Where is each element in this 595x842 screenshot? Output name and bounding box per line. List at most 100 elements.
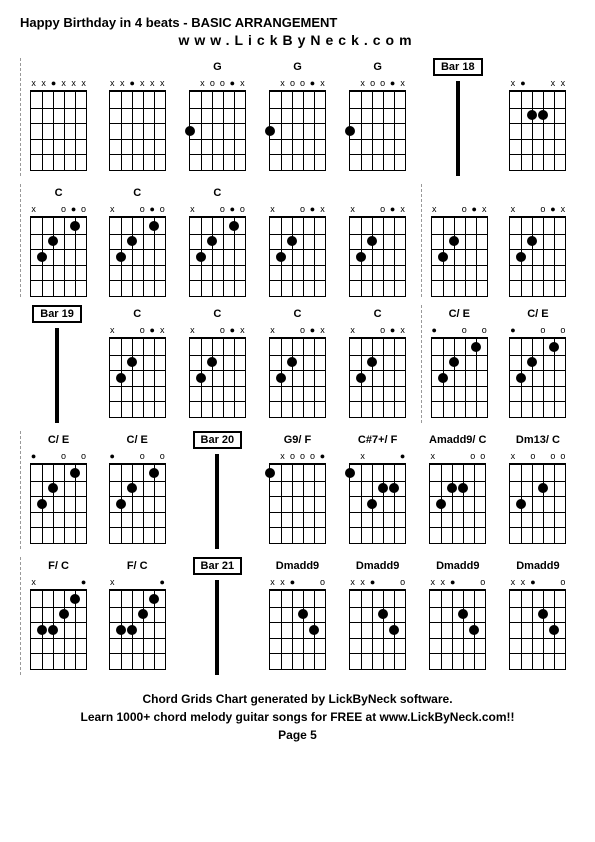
fretboard: [109, 589, 166, 670]
fretboard: [509, 463, 566, 544]
open-string-row: xx●xxx: [29, 78, 89, 90]
finger-dot: [298, 609, 308, 619]
fretboard: [349, 589, 406, 670]
chord-cell: C/ E●oo: [501, 305, 575, 423]
finger-dot: [447, 483, 457, 493]
fretboard: [109, 463, 166, 544]
finger-dot: [116, 373, 126, 383]
chord-label: C: [213, 184, 221, 202]
chord-label: Amadd9/ C: [429, 431, 486, 449]
footer-page: Page 5: [20, 726, 575, 744]
open-string-row: xoo●x: [187, 78, 247, 90]
bar-label-wrap: Bar 19: [32, 305, 82, 323]
finger-dot: [527, 236, 537, 246]
footer-line2: Learn 1000+ chord melody guitar songs fo…: [20, 708, 575, 726]
chord-label: Dmadd9: [436, 557, 479, 575]
bar-divider: [456, 81, 460, 176]
open-string-row: x●: [29, 577, 89, 589]
finger-dot: [48, 625, 58, 635]
fretboard: [431, 216, 488, 297]
chord-cell: Cxo●o: [100, 184, 174, 297]
finger-dot: [378, 483, 388, 493]
fretboard: [109, 90, 166, 171]
finger-dot: [127, 625, 137, 635]
page-title: Happy Birthday in 4 beats - BASIC ARRANG…: [20, 15, 575, 30]
chord-label: C/ E: [48, 431, 69, 449]
chord-label: C/ E: [127, 431, 148, 449]
open-string-row: xoo●x: [348, 78, 408, 90]
chord-cell: Cxo●x: [100, 305, 174, 423]
finger-dot: [367, 499, 377, 509]
finger-dot: [207, 236, 217, 246]
chord-label: F/ C: [48, 557, 69, 575]
finger-dot: [149, 468, 159, 478]
open-string-row: xo●x: [348, 325, 408, 337]
bar-divider: [215, 580, 219, 675]
open-string-row: xo●o: [107, 204, 167, 216]
open-string-row: xo●x: [107, 325, 167, 337]
finger-dot: [527, 110, 537, 120]
chord-cell: F/ C x●: [20, 557, 94, 675]
finger-dot: [549, 342, 559, 352]
fretboard: [269, 337, 326, 418]
finger-dot: [367, 236, 377, 246]
bar-label-wrap: Bar 18: [433, 58, 483, 76]
fretboard: [349, 337, 406, 418]
finger-dot: [37, 252, 47, 262]
chord-cell: Cxo●x: [180, 305, 254, 423]
open-string-row: xooo●: [267, 451, 327, 463]
open-string-row: ●oo: [429, 325, 489, 337]
finger-dot: [378, 609, 388, 619]
finger-dot: [516, 252, 526, 262]
finger-dot: [196, 373, 206, 383]
fretboard: [30, 589, 87, 670]
fretboard: [509, 90, 566, 171]
open-string-row: xx●o: [508, 577, 568, 589]
finger-dot: [70, 594, 80, 604]
bar-divider: [55, 328, 59, 423]
chord-label: Dm13/ C: [516, 431, 560, 449]
chord-label: Dmadd9: [356, 557, 399, 575]
bar-label: Bar 20: [193, 431, 243, 449]
bar-divider-cell: Bar 19: [20, 305, 94, 423]
finger-dot: [59, 609, 69, 619]
chord-cell: C/ E ●oo: [100, 431, 174, 549]
finger-dot: [345, 468, 355, 478]
chord-label: C/ E: [527, 305, 548, 323]
finger-dot: [549, 625, 559, 635]
chord-cell: xo●x: [501, 184, 575, 297]
chord-cell: xo●x: [421, 184, 495, 297]
finger-dot: [449, 357, 459, 367]
fretboard: [509, 589, 566, 670]
open-string-row: xo●o: [187, 204, 247, 216]
finger-dot: [538, 110, 548, 120]
finger-dot: [449, 236, 459, 246]
bar-divider-cell: Bar 21: [180, 557, 254, 675]
chord-cell: Cxo●o: [180, 184, 254, 297]
chord-label: F/ C: [127, 557, 148, 575]
open-string-row: xoo●x: [267, 78, 327, 90]
chord-cell: C/ E●oo: [421, 305, 495, 423]
finger-dot: [149, 594, 159, 604]
fretboard: [269, 463, 326, 544]
open-string-row: xx●o: [348, 577, 408, 589]
fretboard: [189, 337, 246, 418]
bar-label-wrap: Bar 20: [193, 431, 243, 449]
chord-cell: Dmadd9xx●o: [421, 557, 495, 675]
chord-label: C#7+/ F: [358, 431, 397, 449]
chord-cell: Cxo●x: [260, 305, 334, 423]
bar-divider-cell: Bar 20: [180, 431, 254, 549]
finger-dot: [538, 609, 548, 619]
open-string-row: ●oo: [107, 451, 167, 463]
fretboard: [349, 463, 406, 544]
finger-dot: [207, 357, 217, 367]
chord-cell: Dmadd9xx●o: [260, 557, 334, 675]
open-string-row: xo●x: [187, 325, 247, 337]
chord-cell: Gxoo●x: [180, 58, 254, 176]
open-string-row: xo●x: [267, 325, 327, 337]
open-string-row: x●xx: [508, 78, 568, 90]
finger-dot: [345, 126, 355, 136]
finger-dot: [471, 342, 481, 352]
finger-dot: [48, 483, 58, 493]
open-string-row: xx●xxx: [107, 78, 167, 90]
